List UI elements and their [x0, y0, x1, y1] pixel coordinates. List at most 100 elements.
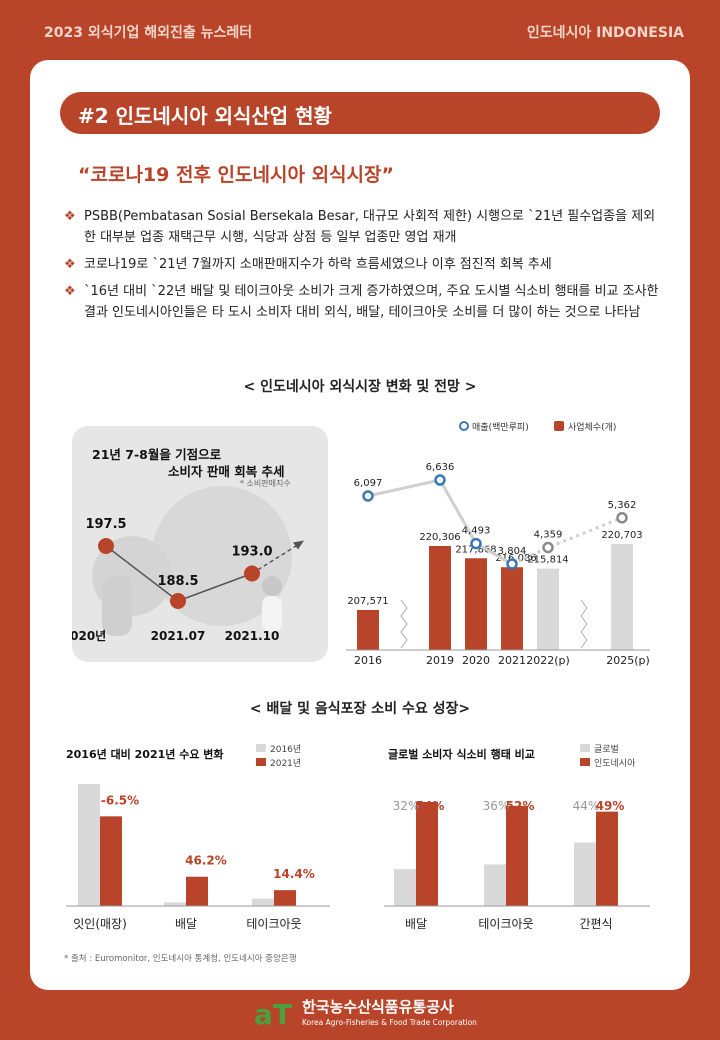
business-count-label: 215,814: [527, 555, 568, 566]
legend-2021-marker: [256, 758, 266, 766]
x-axis-label: 2025(p): [606, 654, 650, 667]
legend-indonesia-label: 인도네시아: [594, 758, 636, 769]
bar-indonesia: [416, 802, 438, 906]
sales-value-label: 5,362: [608, 500, 637, 511]
change-annotation: 46.2%: [185, 854, 227, 868]
sales-value-label: 3,804: [498, 546, 527, 557]
logo-name: 한국농수산식품유통공사: [302, 998, 454, 1016]
recovery-point: [170, 593, 186, 609]
panel-note: * 소비판매지수: [240, 479, 291, 488]
source-note: * 출처 : Euromonitor, 인도네시아 통계청, 인도네시아 중앙은…: [64, 954, 297, 964]
legend-2016-marker: [256, 744, 266, 752]
global-value-label: 44%: [573, 799, 600, 813]
diamond-icon: ❖: [64, 284, 76, 299]
legend-global-label: 글로벌: [594, 744, 619, 755]
sales-point: [434, 474, 446, 486]
indonesia-value-label: 49%: [596, 799, 625, 813]
change-annotation: 14.4%: [273, 867, 315, 881]
country-label: 인도네시아 INDONESIA: [526, 25, 684, 41]
bar-indonesia: [506, 805, 528, 906]
sales-point: [542, 541, 554, 554]
category-label: 배달: [405, 917, 427, 931]
sales-point: [362, 490, 374, 502]
trend-arrow-line: [251, 542, 301, 575]
recovery-point: [244, 565, 260, 582]
legend-indonesia-marker: [580, 758, 590, 766]
subhead-delivery: < 배달 및 음식포장 소비 수요 성장>: [249, 701, 471, 717]
bullet-item: ❖ 코로나19로 `21년 7월까지 소매판매지수가 하락 흐름세였으나 이후 점…: [64, 254, 664, 275]
business-count-bar: [611, 544, 633, 650]
recovery-chart: 197.5 2020년 188.5 2021.07 193.0 2021.10: [72, 517, 304, 643]
change-annotation: -6.5%: [101, 793, 139, 807]
recovery-x-label: 2021.07: [151, 629, 206, 643]
bullet-list: ❖ PSBB(Pembatasan Sosial Bersekala Besar,…: [64, 206, 664, 329]
global-value-label: 36%: [483, 799, 510, 813]
business-count-label: 207,571: [347, 596, 388, 607]
legend-line-marker: [459, 421, 469, 431]
recovery-point: [98, 538, 114, 554]
x-axis-label: 2019: [426, 654, 454, 667]
recovery-value-label: 193.0: [231, 545, 272, 560]
x-axis-label: 2020: [462, 654, 490, 667]
panel-title-line2: 소비자 판매 회복 추세: [168, 464, 285, 479]
sales-line: [367, 478, 513, 566]
global-value-label: 32%: [393, 799, 420, 813]
business-count-bar: [465, 558, 487, 650]
category-label: 테이크아웃: [478, 917, 533, 931]
legend-2021-label: 2021년: [270, 758, 301, 769]
global-chart-title: 글로벌 소비자 식소비 행태 비교: [388, 747, 535, 761]
panel-title-line1: 21년 7-8월을 기점으로: [92, 447, 222, 462]
sales-value-label: 4,493: [462, 526, 491, 537]
bar-indonesia: [596, 811, 618, 906]
bar-2021: [100, 816, 122, 906]
bar-2021: [186, 876, 208, 906]
bullet-text: 코로나19로 `21년 7월까지 소매판매지수가 하락 흐름세였으나 이후 점진…: [84, 257, 552, 272]
panel-illustration: [92, 486, 292, 636]
bullet-text: PSBB(Pembatasan Sosial Bersekala Besar, …: [84, 209, 656, 245]
page-header: 2023 외식기업 해외진출 뉴스레터 인도네시아 INDONESIA: [0, 22, 720, 46]
bar-2016: [164, 902, 186, 906]
market-outlook-chart: 매출(백만루피) 사업체수(개) 207,571 2016 220,306 2019 217…: [346, 421, 650, 667]
at-logo: aT 한국농수산식품유통공사 Korea Agro-Fisheries & Fo…: [254, 998, 477, 1031]
business-count-label: 216,086: [495, 553, 536, 564]
category-label: 배달: [175, 917, 197, 931]
bar-global: [574, 842, 596, 906]
section-title: #2 인도네시아 외식산업 현황: [60, 92, 660, 134]
demand-chart-title: 2016년 대비 2021년 수요 변화: [66, 747, 224, 761]
recovery-x-label: 2020년: [72, 629, 106, 643]
diamond-icon: ❖: [64, 257, 76, 272]
bar-global: [394, 869, 416, 906]
category-label: 테이크아웃: [246, 917, 301, 931]
bar-global: [484, 864, 506, 906]
business-count-label: 220,306: [419, 532, 460, 543]
x-axis-label: 2021: [498, 654, 526, 667]
business-count-bar: [357, 610, 379, 650]
subhead-market: < 인도네시아 외식시장 변화 및 전망 >: [243, 379, 477, 395]
bullet-text: `16년 대비 `22년 배달 및 테이크아웃 소비가 크게 증가하였으며, 주…: [84, 284, 659, 320]
legend-bar-label: 사업체수(개): [568, 422, 616, 433]
sales-value-label: 6,097: [354, 478, 383, 489]
newsletter-title: 2023 외식기업 해외진출 뉴스레터: [44, 25, 253, 41]
business-count-bar: [501, 567, 523, 650]
legend-bar-marker: [554, 421, 564, 431]
bullet-item: ❖ PSBB(Pembatasan Sosial Bersekala Besar,…: [64, 206, 664, 248]
recovery-panel: 21년 7-8월을 기점으로 소비자 판매 회복 추세 * 소비판매지수 197…: [72, 426, 328, 662]
sales-line-projection: [511, 516, 623, 566]
sales-point: [616, 512, 628, 524]
logo-eng: Korea Agro-Fisheries & Food Trade Corpor…: [302, 1018, 477, 1027]
logo-mark: aT: [254, 998, 292, 1031]
legend-line-label: 매출(백만루피): [472, 422, 529, 433]
indonesia-value-label: 54%: [416, 799, 445, 813]
quote-heading: “코로나19 전후 인도네시아 외식시장”: [78, 164, 394, 186]
axis-break-icon: [400, 599, 408, 649]
sales-point: [470, 537, 482, 550]
arrow-head-icon: [293, 540, 304, 550]
x-axis-label: 2016: [354, 654, 382, 667]
indonesia-value-label: 52%: [506, 799, 535, 813]
sales-value-label: 4,359: [534, 530, 563, 541]
bullet-item: ❖ `16년 대비 `22년 배달 및 테이크아웃 소비가 크게 증가하였으며, …: [64, 281, 664, 323]
recovery-value-label: 188.5: [157, 574, 198, 589]
demand-change-chart: 2016년 대비 2021년 수요 변화 2016년 2021년 -6.5% 잇인(매장…: [66, 744, 330, 931]
legend-2016-label: 2016년: [270, 744, 301, 755]
